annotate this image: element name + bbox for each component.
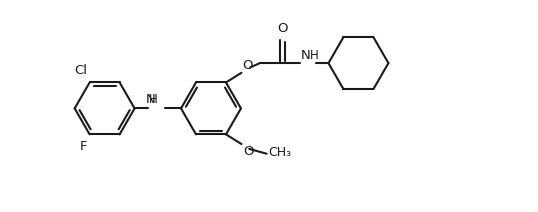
Text: N: N (146, 93, 155, 106)
Text: CH₃: CH₃ (268, 146, 291, 159)
Text: Cl: Cl (74, 64, 87, 77)
Text: O: O (243, 145, 253, 159)
Text: O: O (277, 22, 287, 35)
Text: N: N (301, 49, 310, 62)
Text: O: O (243, 59, 253, 72)
Text: H: H (309, 49, 318, 62)
Text: F: F (80, 140, 87, 153)
Text: H: H (149, 93, 158, 106)
